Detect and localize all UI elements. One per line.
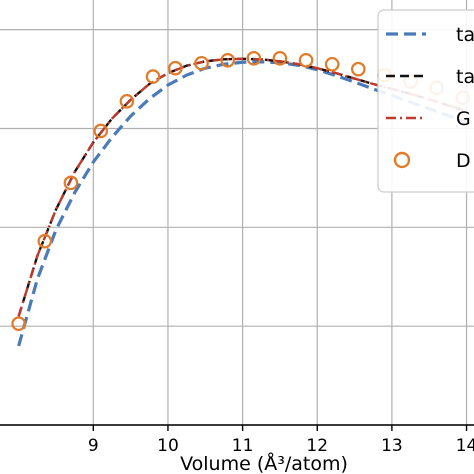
data-point	[194, 55, 209, 71]
data-point	[37, 233, 53, 249]
legend-box	[377, 9, 474, 193]
legend-label: D	[456, 150, 471, 172]
data-point	[93, 123, 109, 139]
data-point	[298, 52, 314, 68]
data-point	[11, 316, 26, 331]
x-tick-label: 10	[157, 436, 179, 456]
x-tick-label: 11	[232, 436, 254, 456]
x-ticks: 9 10 11 12 13 14	[88, 425, 474, 456]
legend-label: G	[456, 108, 471, 130]
legend-label: ta	[456, 66, 474, 88]
legend: ta ta GD	[377, 9, 474, 193]
x-tick-label: 9	[88, 436, 99, 456]
data-point	[63, 175, 79, 191]
data-point	[272, 51, 288, 66]
data-point	[168, 60, 183, 76]
data-point	[350, 61, 366, 77]
legend-label: ta	[456, 24, 474, 46]
legend-marker	[393, 151, 411, 169]
data-point	[220, 52, 235, 68]
x-tick-label: 13	[381, 436, 403, 456]
x-axis-label: Volume (Å³/atom)	[180, 452, 348, 474]
x-tick-label: 12	[306, 436, 328, 456]
data-point	[145, 69, 161, 84]
x-tick-label: 14	[456, 436, 474, 456]
data-point	[324, 56, 340, 72]
data-point	[119, 94, 135, 109]
data-point	[246, 51, 262, 66]
